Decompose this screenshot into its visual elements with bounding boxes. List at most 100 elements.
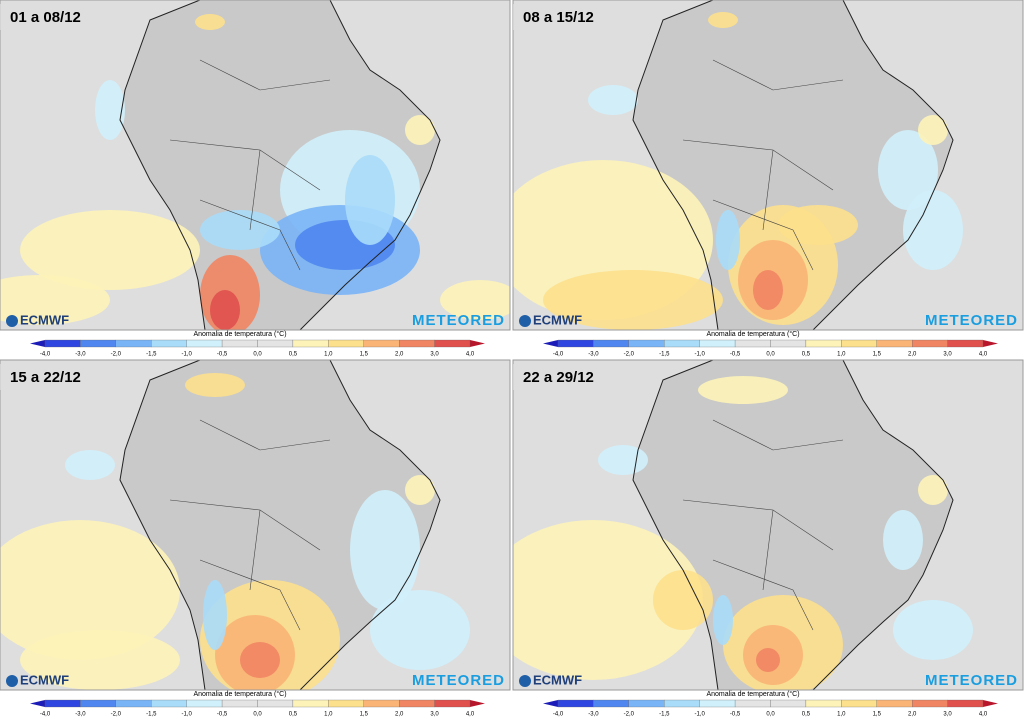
ecmwf-icon	[6, 675, 18, 687]
colorbar-tick-label: 0,5	[802, 712, 811, 718]
coastline	[632, 360, 954, 690]
colorbar-tick-label: -1,0	[694, 352, 705, 358]
anomaly-area	[918, 115, 948, 145]
colorbar-segment	[363, 699, 400, 708]
colorbar-segment	[841, 699, 877, 708]
anomaly-area	[345, 155, 395, 245]
anomaly-area	[65, 450, 115, 480]
anomaly-area	[95, 80, 125, 140]
colorbar-tick-label: 4,0	[979, 712, 988, 718]
colorbar-tick-label: -0,5	[217, 712, 228, 718]
colorbar-tick-label: -3,0	[588, 712, 599, 718]
colorbar-segment	[44, 339, 81, 348]
colorbar: -4,0 -3,0 -2,0 -1,5 -1,0 -0,5 0,0 0,5 1,0 1,5 2,0 3…	[543, 339, 998, 358]
colorbar-segment	[664, 699, 700, 708]
map-panel: 08 a 15/12 ECMWF METEORED Anomalia de tempe…	[512, 0, 1024, 358]
colorbar-segment	[80, 339, 116, 348]
anomaly-area	[716, 210, 740, 270]
colorbar-tick-label: -4,0	[40, 712, 51, 718]
colorbar-tick-label: -1,5	[659, 712, 670, 718]
colorbar-tick-label: -0,5	[217, 352, 228, 358]
anomaly-area	[350, 490, 420, 610]
colorbar-segment	[399, 339, 435, 348]
colorbar: -4,0 -3,0 -2,0 -1,5 -1,0 -0,5 0,0 0,5 1,0 1,5 2,0 3…	[543, 699, 998, 718]
colorbar-segment	[399, 699, 435, 708]
colorbar-tick-label: 3,0	[430, 712, 439, 718]
coastline	[119, 360, 441, 690]
anomaly-area	[653, 570, 713, 630]
anomaly-area	[20, 210, 200, 290]
colorbar-tick-label: 0,0	[766, 352, 775, 358]
colorbar-segment	[434, 339, 471, 348]
colorbar-segment	[186, 699, 223, 708]
colorbar-arrow	[543, 340, 558, 347]
map-panel: 15 a 22/12 ECMWF METEORED Anomalia de tempe…	[0, 359, 511, 718]
colorbar-segment	[912, 339, 948, 348]
anomaly-area	[405, 475, 435, 505]
colorbar-tick-label: 1,0	[837, 712, 846, 718]
anomaly-area	[210, 290, 240, 330]
anomaly-area	[200, 210, 280, 250]
colorbar-tick-label: 0,0	[253, 712, 262, 718]
colorbar-tick-label: 1,0	[837, 352, 846, 358]
frame	[512, 359, 1024, 691]
ecmwf-logo: ECMWF	[533, 312, 582, 327]
label-bg	[0, 4, 88, 30]
colorbar-arrow	[30, 340, 45, 347]
colorbar-tick-label: -1,5	[146, 712, 157, 718]
meteored-logo: METEORED	[412, 672, 505, 689]
colorbar-tick-label: 0,0	[253, 352, 262, 358]
anomaly-area	[513, 520, 703, 680]
map-panel: 22 a 29/12 ECMWF METEORED Anomalia de tempe…	[512, 359, 1024, 718]
period-label: 08 a 15/12	[523, 9, 594, 26]
ecmwf-logo: ECMWF	[533, 672, 582, 687]
label-bg	[513, 4, 601, 30]
colorbar-segment	[734, 699, 771, 708]
colorbar-tick-label: 3,0	[943, 352, 952, 358]
anomaly-area	[713, 595, 733, 645]
colorbar-tick-label: 1,0	[324, 712, 333, 718]
colorbar-segment	[805, 699, 842, 708]
anomaly-area	[883, 510, 923, 570]
meteored-logo: METEORED	[925, 672, 1018, 689]
colorbar-segment	[557, 339, 594, 348]
ecmwf-logo: ECMWF	[20, 672, 69, 687]
anomaly-area	[756, 648, 780, 672]
anomaly-area	[878, 130, 938, 210]
colorbar-segment	[328, 699, 364, 708]
ecmwf-icon	[519, 675, 531, 687]
colorbar-title: Anomalia de temperatura (°C)	[706, 690, 799, 698]
colorbar-segment	[734, 339, 771, 348]
colorbar-tick-label: -4,0	[553, 712, 564, 718]
continent	[633, 360, 953, 690]
colorbar-tick-label: 0,5	[802, 352, 811, 358]
colorbar-segment	[115, 699, 152, 708]
colorbar-tick-label: 1,5	[360, 712, 369, 718]
colorbar-tick-label: 2,0	[908, 712, 917, 718]
anomaly-area	[753, 270, 783, 310]
colorbar-segment	[593, 339, 629, 348]
colorbar-tick-label: -0,5	[730, 712, 741, 718]
borders	[169, 419, 331, 631]
frame	[0, 0, 511, 331]
colorbar-segment	[292, 699, 329, 708]
colorbar-segment	[628, 339, 665, 348]
colorbar-segment	[44, 699, 81, 708]
anomaly-area	[708, 12, 738, 28]
borders	[682, 419, 844, 631]
period-label: 01 a 08/12	[10, 9, 81, 26]
anomaly-area	[440, 280, 510, 320]
ecmwf-logo: ECMWF	[20, 312, 69, 327]
anomaly-area	[598, 445, 648, 475]
anomaly-area	[778, 205, 858, 245]
colorbar-segment	[947, 699, 984, 708]
ecmwf-icon	[519, 315, 531, 327]
colorbar-tick-label: -1,0	[181, 712, 192, 718]
colorbar-segment	[593, 699, 629, 708]
colorbar-segment	[115, 339, 152, 348]
colorbar-segment	[186, 339, 223, 348]
period-label: 22 a 29/12	[523, 369, 594, 386]
borders	[682, 59, 844, 271]
colorbar-tick-label: 4,0	[466, 352, 475, 358]
colorbar-tick-label: -1,5	[146, 352, 157, 358]
